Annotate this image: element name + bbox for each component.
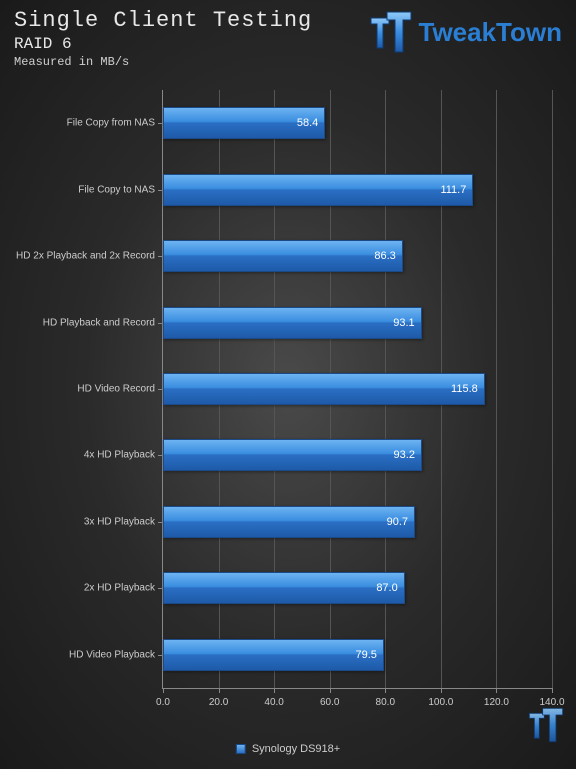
x-axis-label: 60.0 bbox=[320, 697, 339, 708]
tweaktown-icon bbox=[367, 8, 415, 56]
bar-value-label: 87.0 bbox=[376, 582, 397, 594]
bar-row: 4x HD Playback93.2 bbox=[163, 439, 552, 471]
brand-text: TweakTown bbox=[419, 17, 563, 48]
x-tick bbox=[552, 688, 553, 693]
category-label: HD 2x Playback and 2x Record bbox=[15, 251, 155, 262]
category-label: File Copy to NAS bbox=[15, 184, 155, 195]
x-tick bbox=[219, 688, 220, 693]
bar: 58.4 bbox=[163, 107, 325, 139]
category-label: 2x HD Playback bbox=[15, 583, 155, 594]
category-label: HD Video Playback bbox=[15, 649, 155, 660]
bar-row: HD Playback and Record93.1 bbox=[163, 307, 552, 339]
bar-row: HD 2x Playback and 2x Record86.3 bbox=[163, 240, 552, 272]
tweaktown-watermark-icon bbox=[526, 705, 566, 745]
category-label: HD Playback and Record bbox=[15, 317, 155, 328]
bar-value-label: 58.4 bbox=[297, 117, 318, 129]
category-label: 4x HD Playback bbox=[15, 450, 155, 461]
x-axis-label: 0.0 bbox=[156, 697, 170, 708]
x-tick bbox=[274, 688, 275, 693]
chart-area: 0.020.040.060.080.0100.0120.0140.0File C… bbox=[14, 90, 562, 729]
x-tick bbox=[330, 688, 331, 693]
bar-row: File Copy to NAS111.7 bbox=[163, 174, 552, 206]
bar-value-label: 79.5 bbox=[355, 649, 376, 661]
x-tick bbox=[441, 688, 442, 693]
x-tick bbox=[496, 688, 497, 693]
x-tick bbox=[385, 688, 386, 693]
bar: 79.5 bbox=[163, 639, 384, 671]
category-label: File Copy from NAS bbox=[15, 118, 155, 129]
gridline bbox=[552, 90, 553, 688]
plot-region: 0.020.040.060.080.0100.0120.0140.0File C… bbox=[162, 90, 552, 689]
bar-value-label: 115.8 bbox=[451, 383, 478, 395]
category-label: 3x HD Playback bbox=[15, 516, 155, 527]
bar-value-label: 93.2 bbox=[394, 449, 415, 461]
bar-value-label: 111.7 bbox=[440, 184, 466, 196]
bar: 87.0 bbox=[163, 572, 405, 604]
legend-swatch bbox=[236, 744, 246, 754]
bar: 93.1 bbox=[163, 307, 422, 339]
bar-row: 3x HD Playback90.7 bbox=[163, 506, 552, 538]
bar-value-label: 93.1 bbox=[393, 317, 414, 329]
bar: 93.2 bbox=[163, 439, 422, 471]
x-axis-label: 100.0 bbox=[428, 697, 453, 708]
category-label: HD Video Record bbox=[15, 384, 155, 395]
brand-logo: TweakTown bbox=[367, 8, 563, 56]
legend: Synology DS918+ bbox=[236, 743, 340, 755]
bar-value-label: 90.7 bbox=[387, 516, 408, 528]
bar-row: HD Video Playback79.5 bbox=[163, 639, 552, 671]
bar-row: HD Video Record115.8 bbox=[163, 373, 552, 405]
x-tick bbox=[163, 688, 164, 693]
bar: 86.3 bbox=[163, 240, 403, 272]
bar-row: 2x HD Playback87.0 bbox=[163, 572, 552, 604]
bar: 115.8 bbox=[163, 373, 485, 405]
bar: 90.7 bbox=[163, 506, 415, 538]
bar-value-label: 86.3 bbox=[374, 250, 395, 262]
x-axis-label: 80.0 bbox=[376, 697, 395, 708]
bar: 111.7 bbox=[163, 174, 473, 206]
x-axis-label: 120.0 bbox=[484, 697, 509, 708]
bar-row: File Copy from NAS58.4 bbox=[163, 107, 552, 139]
chart-unit-label: Measured in MB/s bbox=[14, 55, 562, 69]
legend-label: Synology DS918+ bbox=[252, 743, 340, 755]
x-axis-label: 40.0 bbox=[264, 697, 283, 708]
x-axis-label: 20.0 bbox=[209, 697, 228, 708]
